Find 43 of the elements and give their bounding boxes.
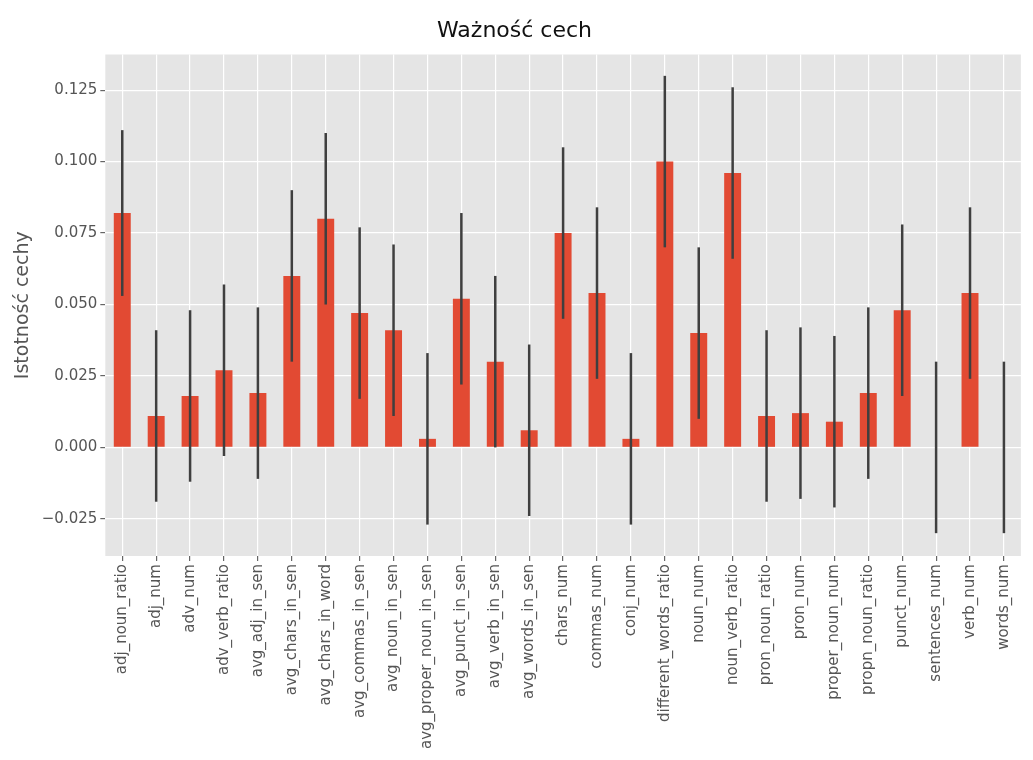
- x-tick-label: proper_noun_num: [824, 564, 844, 700]
- x-tick-label: different_words_ratio: [654, 564, 674, 723]
- x-tick-label: verb_num: [959, 564, 979, 639]
- x-tick-label: punct_num: [892, 564, 912, 648]
- x-tick-label: chars_num: [552, 564, 572, 647]
- bar: [656, 161, 674, 447]
- y-tick-label: 0.100: [54, 151, 98, 170]
- x-tick-label: adj_noun_ratio: [112, 564, 132, 675]
- x-tick-label: noun_verb_ratio: [722, 564, 742, 686]
- y-tick-label: 0.050: [54, 294, 98, 313]
- x-tick-label: avg_chars_in_sen: [281, 564, 301, 696]
- x-tick-label: pron_noun_ratio: [756, 564, 776, 686]
- bar: [724, 173, 742, 447]
- bar: [317, 218, 335, 447]
- x-tick-label: avg_commas_in_sen: [349, 564, 369, 719]
- y-tick-label: 0.075: [54, 222, 98, 241]
- x-tick-label: pron_num: [790, 564, 810, 640]
- x-tick-label: avg_adj_in_sen: [247, 564, 267, 678]
- x-tick-label: avg_verb_in_sen: [485, 564, 505, 689]
- y-tick-label: 0.025: [54, 365, 98, 384]
- x-tick-label: words_num: [993, 564, 1013, 650]
- x-tick-label: adv_verb_ratio: [213, 564, 233, 676]
- x-tick-label: avg_noun_in_sen: [383, 564, 403, 693]
- bar: [283, 275, 301, 447]
- x-tick-label: propn_noun_ratio: [858, 564, 878, 695]
- x-tick-label: avg_proper_noun_in_sen: [417, 564, 437, 749]
- x-tick-label: avg_words_in_sen: [519, 564, 539, 700]
- y-tick-label: 0.000: [54, 437, 98, 456]
- x-tick-label: avg_chars_in_word: [315, 564, 335, 706]
- bar: [554, 233, 572, 447]
- x-tick-label: adj_num: [146, 564, 166, 629]
- bar: [113, 213, 131, 447]
- x-tick-label: commas_num: [586, 564, 606, 669]
- x-tick-label: avg_punct_in_sen: [451, 564, 471, 698]
- x-tick-label: noun_num: [688, 564, 708, 643]
- x-tick-label: sentences_num: [926, 564, 945, 682]
- chart-title: Ważność cech: [437, 16, 592, 42]
- bar: [893, 310, 911, 447]
- x-tick-label: conj_num: [620, 564, 640, 637]
- x-tick-label: adv_num: [179, 564, 199, 633]
- y-tick-label: −0.025: [41, 508, 98, 527]
- y-axis-title: Istotność cechy: [10, 231, 33, 380]
- y-tick-label: 0.125: [54, 80, 98, 99]
